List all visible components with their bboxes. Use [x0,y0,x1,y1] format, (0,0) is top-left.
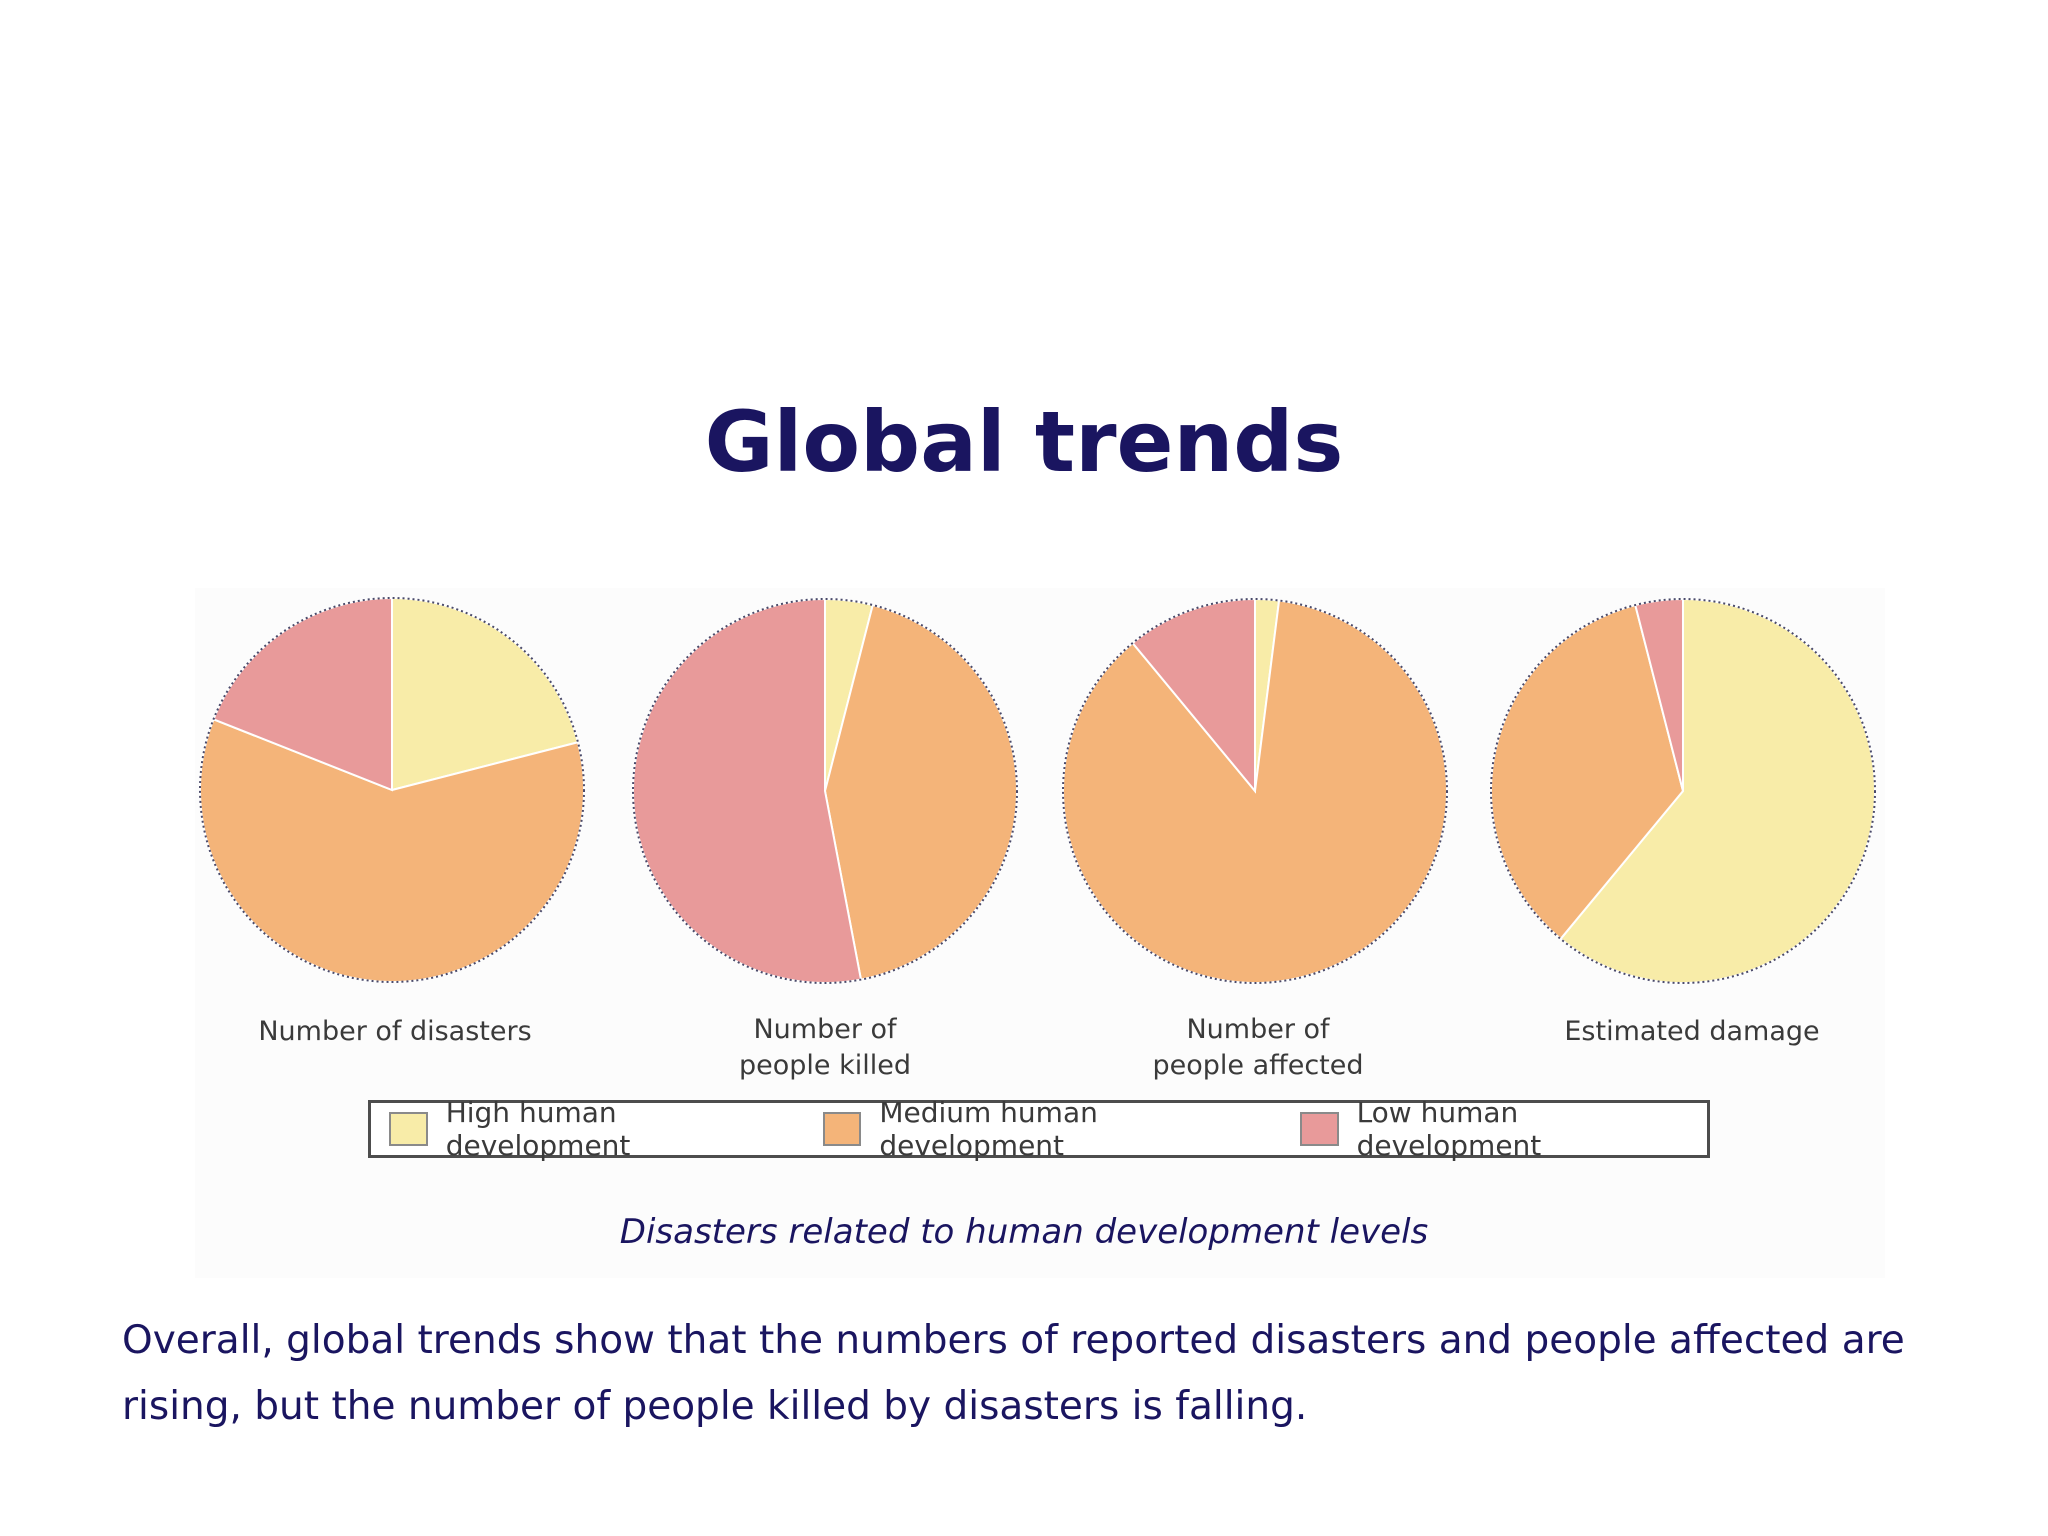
pie-outline-affected [1062,598,1448,984]
pie-slice-disasters-medium [199,718,585,983]
pie-damage [1490,597,1876,984]
pie-label-disasters: Number of disasters [258,1016,532,1047]
legend-swatch-high [389,1112,428,1146]
pie-charts-figure: Number of disasters Number of people kil… [195,588,1885,1278]
legend-label-low: Low human development [1356,1096,1542,1162]
legend-label-high: High human development [445,1096,631,1162]
pie-outline-killed [632,598,1018,984]
pie-affected [1062,597,1448,984]
legend-label-medium: Medium human development [879,1096,1098,1162]
legend-swatch-medium [822,1112,862,1146]
pie-killed [632,597,1018,984]
pie-disasters [199,596,585,983]
pie-label-killed: Number of people killed [739,1014,911,1081]
chart-legend: High human development Medium human deve… [368,1096,1710,1162]
legend-item-high: High human development [389,1096,779,1162]
pie-label-damage: Estimated damage [1564,1016,1820,1047]
slide-title: Global trends [704,393,1344,491]
figure-caption: Disasters related to human development l… [619,1212,1429,1252]
legend-item-low: Low human development [1299,1096,1681,1162]
pie-outline-disasters [199,597,585,983]
body-paragraph: Overall, global trends show that the num… [122,1318,1905,1429]
pie-label-affected: Number of people affected [1152,1014,1364,1081]
legend-swatch-low [1299,1112,1339,1146]
pie-charts [199,596,1876,984]
legend-item-medium: Medium human development [822,1096,1256,1162]
pie-outline-damage [1490,598,1876,984]
